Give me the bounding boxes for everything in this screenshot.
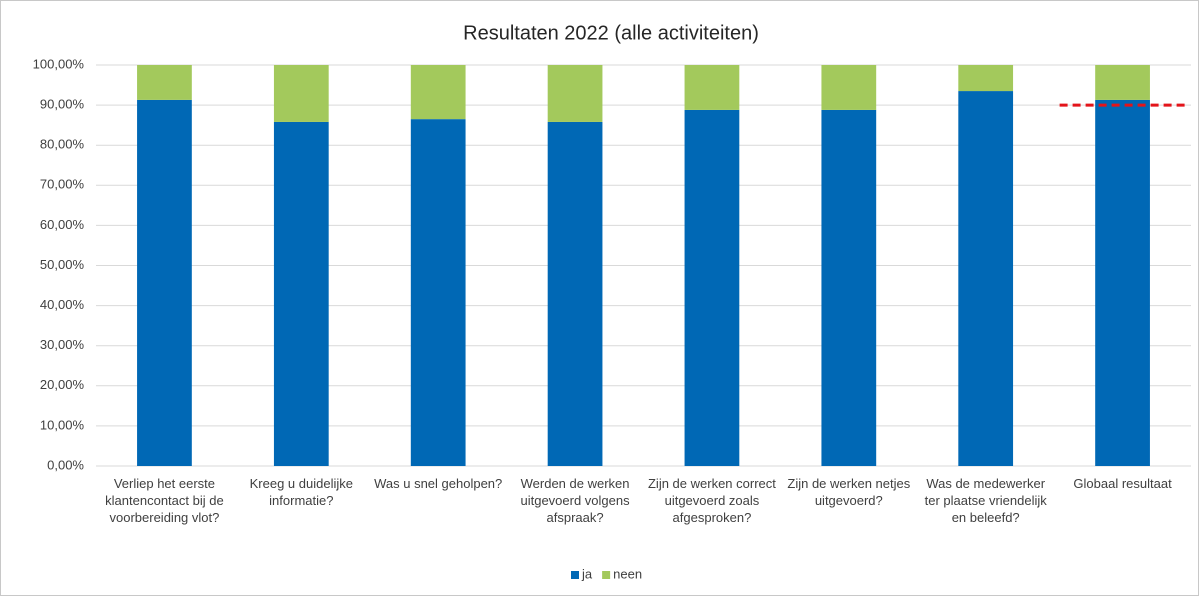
- y-tick-label: 10,00%: [40, 417, 85, 432]
- x-tick-label: Verliep het eerste klantencontact bij de…: [105, 476, 224, 525]
- bar-segment: [1095, 99, 1150, 467]
- bar-segment: [684, 65, 740, 110]
- x-tick-label: Zijn de werken correct uitgevoerd zoals …: [647, 476, 776, 525]
- y-tick-label: 0,00%: [47, 457, 84, 472]
- bar-segment: [821, 109, 877, 467]
- legend-swatch: [571, 571, 579, 579]
- bar-segment: [137, 99, 192, 467]
- bar-segment: [1095, 65, 1150, 100]
- bar-segment: [137, 65, 192, 100]
- bar-segment: [547, 65, 603, 122]
- legend-label: neen: [613, 566, 642, 581]
- x-tick-label: Zijn de werken netjes uitgevoerd?: [787, 476, 911, 508]
- x-tick-label: Kreeg u duidelijke informatie?: [249, 476, 353, 508]
- bar-segment: [547, 121, 603, 466]
- bar-segment: [273, 121, 329, 466]
- y-tick-label: 30,00%: [40, 337, 85, 352]
- x-tick-label: Globaal resultaat: [1073, 476, 1172, 491]
- bar-segment: [410, 119, 466, 466]
- x-tick-label: Werden de werken uitgevoerd volgens afsp…: [520, 476, 630, 525]
- bar-segment: [958, 91, 1014, 466]
- x-tick-label: Was de medewerker ter plaatse vriendelij…: [924, 476, 1047, 525]
- y-tick-label: 20,00%: [40, 377, 85, 392]
- y-tick-label: 70,00%: [40, 177, 85, 192]
- y-tick-label: 80,00%: [40, 137, 85, 152]
- bar-segment: [958, 65, 1014, 92]
- bar-segment: [684, 109, 740, 467]
- bar-segment: [410, 65, 466, 120]
- y-tick-label: 60,00%: [40, 217, 85, 232]
- y-tick-label: 40,00%: [40, 297, 85, 312]
- legend-label: ja: [581, 566, 593, 581]
- x-tick-label: Was u snel geholpen?: [374, 476, 503, 491]
- y-tick-label: 50,00%: [40, 257, 85, 272]
- y-tick-label: 100,00%: [33, 56, 85, 71]
- legend-swatch: [602, 571, 611, 579]
- chart-title: Resultaten 2022 (alle activiteiten): [463, 22, 759, 44]
- y-tick-label: 90,00%: [40, 97, 85, 112]
- bar-segment: [273, 65, 329, 122]
- bar-segment: [821, 65, 877, 110]
